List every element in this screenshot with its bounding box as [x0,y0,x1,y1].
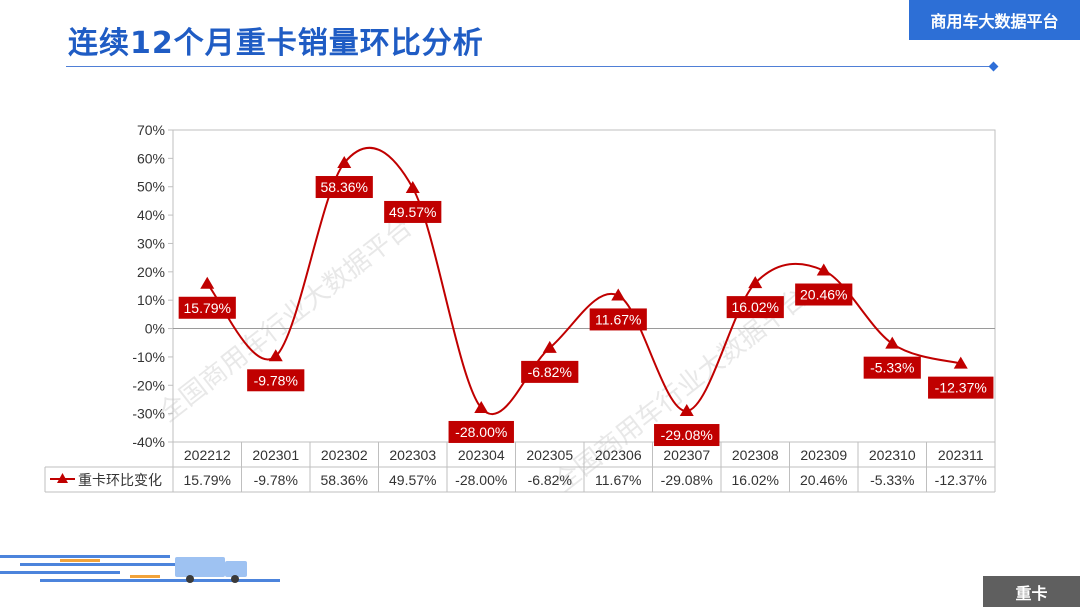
y-tick-label: 50% [137,179,165,195]
y-tick-label: 0% [145,321,165,337]
table-value: -29.08% [661,472,713,488]
table-value: -5.33% [870,472,914,488]
y-tick-label: -20% [132,377,165,393]
data-point-triangle-icon [337,156,352,169]
data-point-triangle-icon [542,340,557,353]
x-tick-label: 202307 [663,447,710,463]
x-tick-label: 202308 [732,447,779,463]
table-value: 49.57% [389,472,436,488]
data-label-box [521,360,579,383]
data-point-triangle-icon [885,336,900,349]
data-label: -12.37% [935,380,987,396]
y-tick-label: 20% [137,264,165,280]
y-tick-label: -40% [132,434,165,450]
x-tick-label: 202309 [800,447,847,463]
data-label-box [654,424,720,447]
x-tick-label: 202311 [938,447,984,463]
table-value: 58.36% [321,472,368,488]
table-value: -28.00% [455,472,507,488]
data-label: 15.79% [184,300,231,316]
data-label-box [178,296,236,319]
y-tick-label: 30% [137,235,165,251]
title-divider [66,66,994,67]
data-point-triangle-icon [816,263,831,276]
table-value: 15.79% [184,472,231,488]
truck-decoration-icon [0,555,280,583]
data-label-box [928,376,994,399]
table-value: 16.02% [732,472,779,488]
data-label-box [795,283,853,306]
data-label: 58.36% [321,179,368,195]
y-tick-label: -30% [132,406,165,422]
x-tick-label: 202212 [184,447,231,463]
data-label: 20.46% [800,287,847,303]
x-tick-label: 202304 [458,447,505,463]
y-tick-label: 60% [137,150,165,166]
data-label: 49.57% [389,204,436,220]
table-value: -9.78% [254,472,298,488]
category-tag: 重卡 [983,576,1080,607]
data-point-triangle-icon [474,400,489,413]
data-label-box [384,200,442,223]
data-label: -9.78% [254,372,298,388]
data-label: 16.02% [732,299,779,315]
x-tick-label: 202306 [595,447,642,463]
data-point-triangle-icon [953,356,968,369]
x-tick-label: 202305 [526,447,573,463]
data-point-triangle-icon [200,276,215,289]
table-value: 20.46% [800,472,847,488]
table-value: -12.37% [935,472,987,488]
data-point-triangle-icon [268,349,283,362]
data-label-box [589,308,647,331]
x-tick-label: 202302 [321,447,368,463]
y-tick-label: 40% [137,207,165,223]
data-label-box [863,356,921,379]
data-label: 11.67% [595,311,641,327]
plot-area [172,129,996,443]
data-label-box [247,369,305,392]
x-tick-label: 202310 [869,447,916,463]
legend-triangle-icon [57,473,68,483]
platform-badge: 商用车大数据平台 [909,0,1080,40]
x-tick-label: 202301 [252,447,299,463]
y-tick-label: 10% [137,292,165,308]
data-point-triangle-icon [748,276,763,289]
data-label: -5.33% [870,360,914,376]
x-tick-label: 202303 [389,447,436,463]
table-value: 11.67% [595,472,641,488]
data-point-triangle-icon [405,180,420,193]
data-label-box [315,176,373,199]
page-title: 连续12个月重卡销量环比分析 [68,26,484,61]
data-label-box [448,420,514,443]
data-label-box [726,296,784,319]
data-label: -29.08% [661,427,713,443]
y-tick-label: -10% [132,349,165,365]
data-point-triangle-icon [611,288,626,301]
table-value: -6.82% [528,472,572,488]
legend-label: 重卡环比变化 [78,473,162,489]
data-point-triangle-icon [679,404,694,417]
y-tick-label: 70% [137,122,165,138]
data-label: -6.82% [528,364,572,380]
data-label: -28.00% [455,424,507,440]
